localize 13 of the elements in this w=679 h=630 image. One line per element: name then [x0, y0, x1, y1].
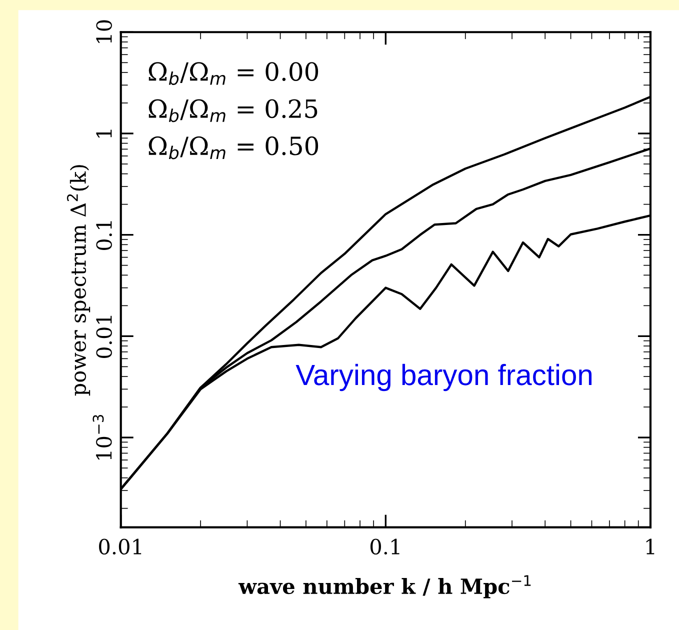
- annotation: Varying baryon fraction: [296, 364, 592, 392]
- y-tick-label: 0.1: [96, 221, 112, 250]
- y-axis-title: power spectrum Δ$^{2}$(k): [66, 165, 90, 396]
- annotation: Ω$_{b}$/Ω$_{m}$ = 0.50: [148, 136, 318, 160]
- x-tick-label: 1: [646, 538, 654, 554]
- y-tick-label: 10$^{−3}$: [92, 414, 112, 460]
- x-tick-label: 0.1: [370, 538, 400, 555]
- y-tick-label: 10: [96, 20, 112, 43]
- y-tick-label: 1: [96, 130, 112, 138]
- annotation: Ω$_{b}$/Ω$_{m}$ = 0.00: [148, 62, 318, 85]
- y-tick-label: 0.01: [96, 316, 112, 358]
- annotation: Ω$_{b}$/Ω$_{m}$ = 0.25: [148, 99, 318, 122]
- x-axis-title: wave number k / h Mpc$^{−1}$: [238, 575, 531, 598]
